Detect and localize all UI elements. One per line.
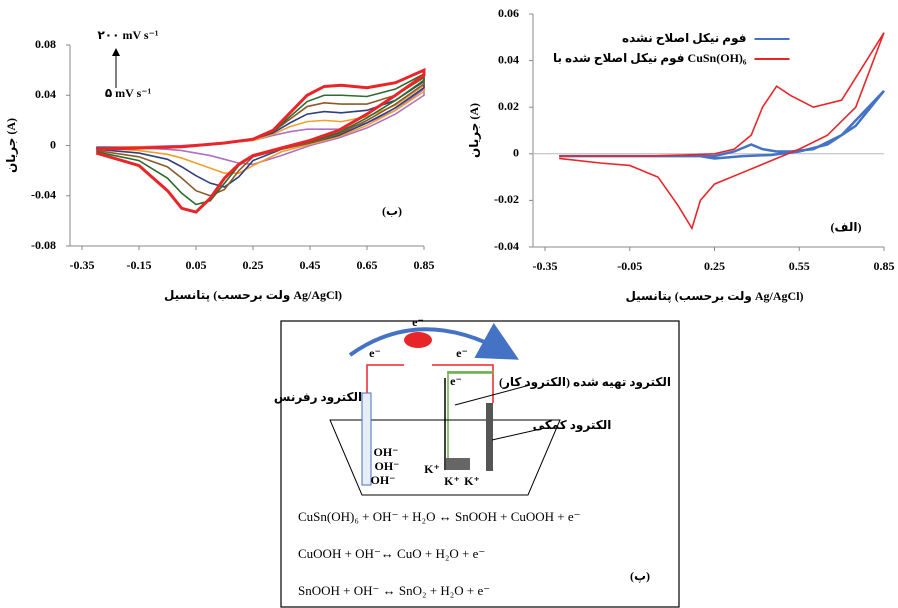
ion-label: K⁺ xyxy=(444,474,460,488)
reference-electrode xyxy=(362,393,371,485)
panel-label: (الف) xyxy=(831,220,862,234)
y-tick-label: 0.04 xyxy=(498,52,519,66)
cell-diagram: e⁻ e⁻ e⁻ e⁻ الکترود رفرنس الکترود تهیه ش… xyxy=(274,315,679,607)
y-tick-label: -0.04 xyxy=(31,188,56,202)
x-tick-label: 0.05 xyxy=(186,258,207,272)
x-tick-label: -0.15 xyxy=(127,258,152,272)
legend-label: فوم نیکل اصلاح نشده xyxy=(622,31,746,46)
figure: e⁻ e⁻ e⁻ e⁻ الکترود رفرنس الکترود تهیه ش… xyxy=(0,0,898,608)
y-tick-label: 0.06 xyxy=(498,6,519,20)
reference-label: الکترود رفرنس xyxy=(274,390,362,405)
x-tick-label: -0.35 xyxy=(70,258,95,272)
counter-label: الکترود کمکی xyxy=(533,418,612,433)
y-tick-label: -0.02 xyxy=(494,192,519,206)
ion-label: K⁺ xyxy=(424,462,440,476)
electron-label: e⁻ xyxy=(412,315,424,329)
scan-rate-annotation: ۵ mV s⁻¹ xyxy=(105,86,152,100)
x-axis-label: پتانسیل (ولت برحسب Ag/AgCl) xyxy=(625,289,803,304)
x-tick-label: 0.85 xyxy=(414,258,435,272)
x-tick-label: -0.05 xyxy=(617,259,642,273)
x-tick-label: 0.25 xyxy=(704,259,725,273)
counter-electrode xyxy=(486,403,493,471)
scan-rate-annotation: ۲۰۰ mV s⁻¹ xyxy=(97,28,158,42)
x-tick-label: 0.65 xyxy=(357,258,378,272)
power-source xyxy=(404,332,432,348)
y-tick-label: -0.08 xyxy=(31,238,56,252)
electron-label: e⁻ xyxy=(369,346,381,360)
y-axis-label: جریان (A) xyxy=(4,118,18,173)
ion-label: K⁺ xyxy=(464,474,480,488)
y-tick-label: 0.08 xyxy=(35,37,56,51)
panel-label: (ب) xyxy=(382,204,402,218)
x-tick-label: 0.45 xyxy=(300,258,321,272)
ion-label: OH⁻ xyxy=(373,445,398,459)
y-tick-label: 0 xyxy=(50,137,56,151)
equation: CuOOH + OH⁻↔ CuO + H₂O + e⁻ xyxy=(298,546,485,561)
y-tick-label: 0.02 xyxy=(498,99,519,113)
x-axis-label: پتانسیل (ولت برحسب Ag/AgCl) xyxy=(164,288,342,303)
ion-label: OH⁻ xyxy=(370,473,395,487)
ion-label: OH⁻ xyxy=(374,459,399,473)
x-tick-label: 0.25 xyxy=(243,258,264,272)
working-sample xyxy=(446,458,470,470)
diagram-frame xyxy=(281,321,679,607)
panel-label: (پ) xyxy=(630,569,650,583)
x-tick-label: 0.85 xyxy=(874,259,895,273)
working-label: الکترود تهیه شده (الکترود کار) xyxy=(499,375,671,390)
page: {"chart_data": [ {"type": "line", "panel… xyxy=(0,0,898,608)
equation: SnOOH + OH⁻ ↔ SnO₂ + H₂O + e⁻ xyxy=(298,583,490,598)
y-tick-label: -0.04 xyxy=(494,239,519,253)
electron-label: e⁻ xyxy=(456,346,468,360)
x-tick-label: 0.55 xyxy=(789,259,810,273)
x-tick-label: -0.35 xyxy=(533,259,558,273)
equation: CuSn(OH)₆ + OH⁻ + H₂O ↔ SnOOH + CuOOH + … xyxy=(298,509,581,524)
y-tick-label: 0.04 xyxy=(35,87,56,101)
electron-label: e⁻ xyxy=(450,374,462,388)
legend-label: فوم نیکل اصلاح شده با CuSn(OH)₆ xyxy=(553,51,747,66)
red-wire xyxy=(367,365,493,403)
y-tick-label: 0 xyxy=(513,146,519,160)
y-axis-label: جریان (A) xyxy=(467,103,481,158)
